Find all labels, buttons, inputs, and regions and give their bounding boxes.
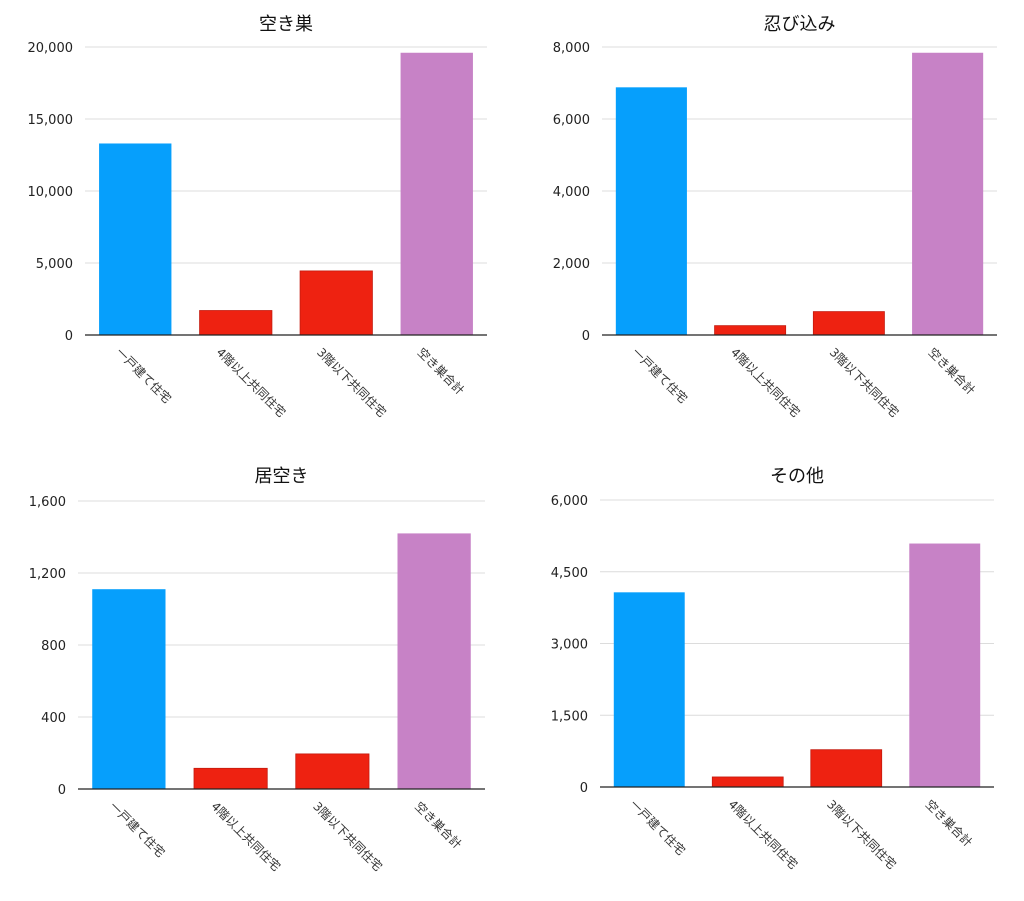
chart-title: その他	[770, 466, 824, 487]
y-tick-label: 4,000	[553, 185, 590, 200]
chart-iaki: 居空き 0 400 800 1,200 1,600 一戸建て住宅 4階以上共同住宅 3階以下共同…	[29, 466, 485, 874]
x-tick-label: 3階以下共同住宅	[314, 345, 389, 420]
x-tick-label: 4階以上共同住宅	[209, 799, 284, 874]
chart-title: 居空き	[255, 466, 309, 487]
x-tick-label: 3階以下共同住宅	[827, 345, 902, 420]
x-tick-label: 4階以上共同住宅	[214, 345, 289, 420]
bar	[199, 310, 273, 336]
y-tick-label: 1,600	[29, 495, 66, 510]
x-tick-label: 一戸建て住宅	[107, 799, 169, 861]
x-tick-label: 空き巣合計	[415, 345, 468, 398]
y-tick-label: 2,000	[553, 257, 590, 272]
x-tick-label: 一戸建て住宅	[113, 345, 175, 407]
y-tick-label: 1,200	[29, 567, 66, 582]
y-tick-label: 4,500	[551, 566, 588, 581]
chart-panel-0: 空き巣 0 5,000 10,000 15,000 20,000 一戸建て住宅 4階以上共同住…	[0, 0, 500, 440]
chart-title: 空き巣	[259, 14, 313, 35]
y-tick-label: 8,000	[553, 41, 590, 56]
chart-shinobikomi: 忍び込み 0 2,000 4,000 6,000 8,000 一戸建て住宅 4階以上共同住宅 3…	[553, 14, 997, 420]
bar	[295, 753, 370, 790]
x-tick-label: 一戸建て住宅	[629, 345, 691, 407]
y-tick-label: 5,000	[36, 257, 73, 272]
chart-akisu: 空き巣 0 5,000 10,000 15,000 20,000 一戸建て住宅 4階以上共同住…	[28, 14, 487, 420]
bar	[99, 143, 172, 335]
y-tick-label: 15,000	[28, 113, 74, 128]
bar	[615, 87, 687, 335]
bar	[909, 543, 981, 787]
bar	[810, 749, 883, 788]
y-tick-label: 6,000	[551, 494, 588, 509]
y-tick-label: 1,500	[551, 709, 588, 724]
bar	[299, 270, 373, 336]
x-tick-label: 4階以上共同住宅	[728, 345, 803, 420]
y-tick-label: 400	[41, 711, 66, 726]
bar	[711, 776, 784, 788]
bar	[193, 767, 268, 790]
chart-panel-2: 居空き 0 400 800 1,200 1,600 一戸建て住宅 4階以上共同住宅 3階以下共同…	[0, 452, 500, 892]
y-tick-label: 0	[582, 329, 590, 344]
chart-panel-1: 忍び込み 0 2,000 4,000 6,000 8,000 一戸建て住宅 4階以上共同住宅 3…	[512, 0, 1012, 440]
bar	[92, 589, 166, 789]
bar	[613, 592, 685, 787]
x-tick-label: 一戸建て住宅	[627, 797, 689, 859]
y-tick-label: 0	[58, 783, 66, 798]
chart-panel-3: その他 0 1,500 3,000 4,500 6,000 一戸建て住宅 4階以上共同住宅 3階…	[512, 452, 1012, 892]
x-tick-label: 空き巣合計	[923, 797, 976, 850]
bar	[400, 52, 473, 335]
y-tick-label: 800	[41, 639, 66, 654]
x-tick-label: 3階以下共同住宅	[310, 799, 385, 874]
x-tick-label: 空き巣合計	[412, 799, 465, 852]
bar	[714, 325, 787, 336]
bar	[812, 311, 885, 336]
bar	[397, 533, 471, 789]
y-tick-label: 0	[580, 781, 588, 796]
y-tick-label: 10,000	[28, 185, 74, 200]
y-tick-label: 6,000	[553, 113, 590, 128]
x-tick-label: 空き巣合計	[926, 345, 979, 398]
bar	[912, 52, 984, 335]
y-tick-label: 0	[65, 329, 73, 344]
y-tick-label: 3,000	[551, 638, 588, 653]
chart-title: 忍び込み	[764, 14, 836, 35]
x-tick-label: 3階以下共同住宅	[824, 797, 899, 872]
y-tick-label: 20,000	[28, 41, 74, 56]
x-tick-label: 4階以上共同住宅	[726, 797, 801, 872]
chart-sonota: その他 0 1,500 3,000 4,500 6,000 一戸建て住宅 4階以上共同住宅 3階…	[551, 466, 994, 872]
